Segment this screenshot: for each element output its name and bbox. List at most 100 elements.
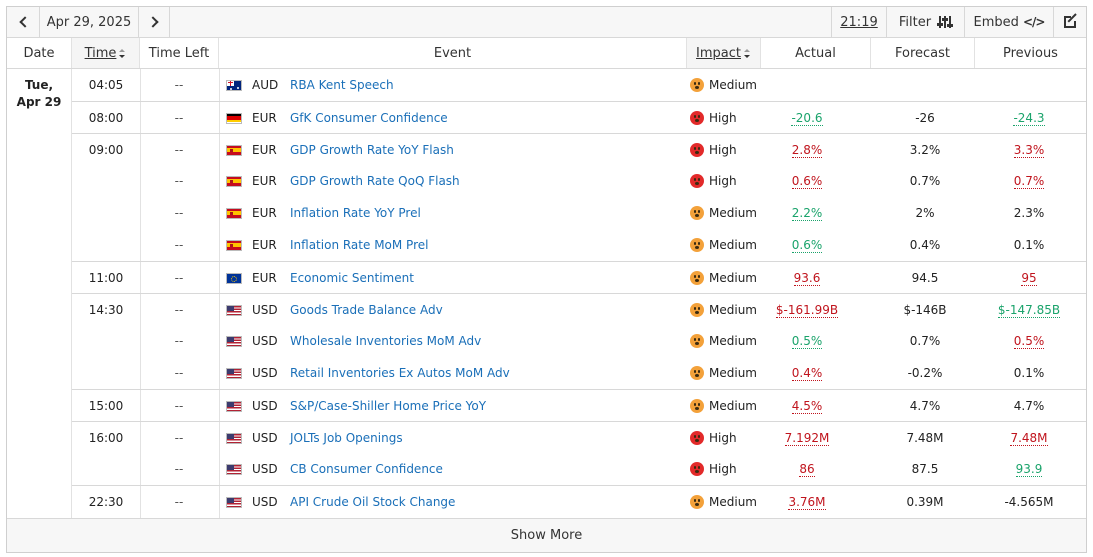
actual-value: 7.192M bbox=[784, 430, 830, 446]
actual-value: -20.6 bbox=[791, 110, 823, 126]
previous-value: -4.565M bbox=[1004, 495, 1054, 509]
event-link[interactable]: Goods Trade Balance Adv bbox=[290, 303, 443, 317]
impact-cell: Medium bbox=[690, 262, 770, 294]
embed-button[interactable]: Embed </> bbox=[965, 7, 1053, 37]
external-link-icon bbox=[1064, 14, 1078, 28]
event-link[interactable]: GDP Growth Rate QoQ Flash bbox=[290, 174, 460, 188]
table-row: -- USD CB Consumer Confidence High 86 87.5 93.… bbox=[72, 453, 1086, 485]
previous-cell: -4.565M bbox=[976, 486, 1082, 518]
event-link[interactable]: Inflation Rate MoM Prel bbox=[290, 238, 429, 252]
previous-value: 2.3% bbox=[1013, 206, 1045, 220]
impact-cell: Medium bbox=[690, 357, 770, 389]
forecast-cell: 3.2% bbox=[872, 134, 978, 166]
event-link[interactable]: Inflation Rate YoY Prel bbox=[290, 206, 421, 220]
event-time: 16:00 bbox=[88, 431, 124, 445]
col-event: Event bbox=[219, 38, 687, 68]
event-link[interactable]: S&P/Case-Shiller Home Price YoY bbox=[290, 399, 487, 413]
forecast-cell: 7.48M bbox=[872, 422, 978, 454]
impact-cell: High bbox=[690, 102, 770, 134]
impact-medium-icon bbox=[690, 366, 704, 380]
currency: USD bbox=[252, 303, 278, 317]
impact-label: High bbox=[709, 462, 737, 476]
forecast-cell: 0.39M bbox=[872, 486, 978, 518]
forecast-cell: -0.2% bbox=[872, 357, 978, 389]
table-row: 09:00 -- EUR GDP Growth Rate YoY Flash High 2… bbox=[72, 133, 1086, 165]
event-time bbox=[72, 325, 140, 357]
currency: EUR bbox=[252, 238, 277, 252]
currency: EUR bbox=[252, 174, 277, 188]
flag-cell bbox=[226, 102, 244, 134]
actual-value: $-161.99B bbox=[775, 302, 839, 318]
time-left: -- bbox=[174, 174, 184, 188]
show-more-button[interactable]: Show More bbox=[7, 518, 1086, 552]
flag-cell bbox=[226, 486, 244, 518]
forecast-value: 4.7% bbox=[909, 399, 941, 413]
event-link[interactable]: RBA Kent Speech bbox=[290, 78, 394, 92]
impact-cell: High bbox=[690, 165, 770, 197]
prev-day-button[interactable] bbox=[7, 7, 39, 37]
time-left: -- bbox=[174, 366, 184, 380]
actual-cell: 4.5% bbox=[754, 390, 860, 422]
open-external-button[interactable] bbox=[1054, 7, 1086, 37]
table-row: 15:00 -- USD S&P/Case-Shiller Home Price Yo… bbox=[72, 389, 1086, 421]
flag-cell bbox=[226, 165, 244, 197]
actual-cell: -20.6 bbox=[754, 102, 860, 134]
impact-label: High bbox=[709, 431, 737, 445]
filter-button[interactable]: Filter bbox=[887, 7, 964, 37]
table-row: -- EUR Inflation Rate YoY Prel Medium 2.2% 2%… bbox=[72, 197, 1086, 229]
event-link[interactable]: Wholesale Inventories MoM Adv bbox=[290, 334, 482, 348]
time-left: -- bbox=[174, 399, 184, 413]
previous-cell bbox=[976, 69, 1082, 101]
table-row: 11:00 -- EUR Economic Sentiment Medium 93.6 94… bbox=[72, 261, 1086, 293]
impact-high-icon bbox=[690, 462, 704, 476]
event-link[interactable]: Retail Inventories Ex Autos MoM Adv bbox=[290, 366, 510, 380]
actual-cell: $-161.99B bbox=[754, 294, 860, 326]
forecast-value: 87.5 bbox=[911, 462, 939, 476]
table-row: -- EUR Inflation Rate MoM Prel Medium 0.6% 0.… bbox=[72, 229, 1086, 261]
previous-value: 0.5% bbox=[1013, 333, 1045, 349]
date-group: Tue, Apr 29 bbox=[7, 69, 71, 111]
date-display[interactable]: Apr 29, 2025 bbox=[40, 7, 138, 37]
de-flag-icon bbox=[226, 112, 242, 124]
event-link[interactable]: JOLTs Job Openings bbox=[290, 431, 403, 445]
impact-label: Medium bbox=[709, 238, 757, 252]
actual-cell: 0.6% bbox=[754, 165, 860, 197]
col-impact[interactable]: Impact bbox=[687, 38, 761, 68]
forecast-value: 7.48M bbox=[906, 431, 944, 445]
event-link[interactable]: GfK Consumer Confidence bbox=[290, 111, 448, 125]
currency: USD bbox=[252, 495, 278, 509]
event-time: 14:30 bbox=[88, 303, 124, 317]
filter-label: Filter bbox=[898, 14, 932, 30]
previous-value: 95 bbox=[1021, 270, 1037, 286]
clock-label: 21:19 bbox=[840, 14, 878, 30]
previous-value: 0.1% bbox=[1013, 366, 1045, 380]
currency: AUD bbox=[252, 78, 279, 92]
clock-button[interactable]: 21:19 bbox=[832, 7, 886, 37]
event-link[interactable]: CB Consumer Confidence bbox=[290, 462, 443, 476]
au-flag-icon bbox=[226, 79, 242, 91]
currency: EUR bbox=[252, 271, 277, 285]
flag-cell bbox=[226, 69, 244, 101]
impact-medium-icon bbox=[690, 303, 704, 317]
forecast-cell: 0.7% bbox=[872, 325, 978, 357]
time-left: -- bbox=[174, 495, 184, 509]
previous-value: 93.9 bbox=[1015, 461, 1043, 477]
previous-cell: 95 bbox=[976, 262, 1082, 294]
impact-cell: Medium bbox=[690, 197, 770, 229]
event-time bbox=[72, 165, 140, 197]
actual-value: 86 bbox=[799, 461, 815, 477]
col-time[interactable]: Time bbox=[72, 38, 140, 68]
date-group-date: Apr 29 bbox=[16, 95, 62, 109]
actual-cell: 0.5% bbox=[754, 325, 860, 357]
event-link[interactable]: Economic Sentiment bbox=[290, 271, 414, 285]
forecast-cell: 87.5 bbox=[872, 453, 978, 485]
impact-medium-icon bbox=[690, 495, 704, 509]
event-link[interactable]: API Crude Oil Stock Change bbox=[290, 495, 456, 509]
table-row: -- EUR GDP Growth Rate QoQ Flash High 0.6% 0.… bbox=[72, 165, 1086, 197]
next-day-button[interactable] bbox=[139, 7, 169, 37]
show-more-label: Show More bbox=[510, 528, 583, 543]
col-date: Date bbox=[7, 38, 72, 68]
col-actual: Actual bbox=[761, 38, 871, 68]
event-link[interactable]: GDP Growth Rate YoY Flash bbox=[290, 143, 454, 157]
previous-value: 4.7% bbox=[1013, 399, 1045, 413]
